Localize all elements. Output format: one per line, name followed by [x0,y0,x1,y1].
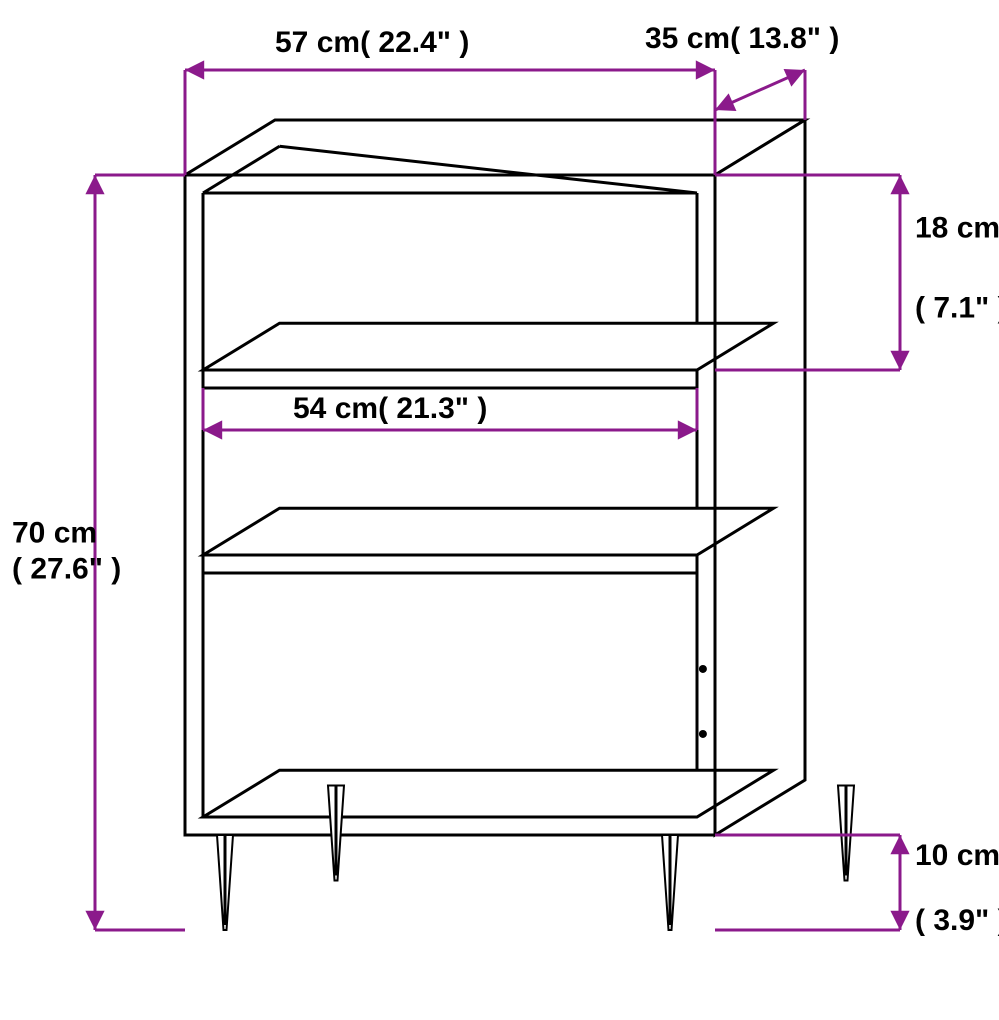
svg-text:18 cm: 18 cm [915,212,999,245]
svg-text:70 cm: 70 cm [12,517,97,550]
svg-text:( 3.9" ): ( 3.9" ) [915,904,999,937]
svg-text:10 cm: 10 cm [915,839,999,872]
cabinet-drawing [185,120,854,930]
svg-text:( 27.6" ): ( 27.6" ) [12,553,121,586]
svg-text:35 cm( 13.8" ): 35 cm( 13.8" ) [645,22,839,55]
svg-text:57 cm( 22.4" ): 57 cm( 22.4" ) [275,26,469,59]
svg-text:54 cm( 21.3" ): 54 cm( 21.3" ) [293,392,487,425]
svg-text:( 7.1" ): ( 7.1" ) [915,292,999,325]
